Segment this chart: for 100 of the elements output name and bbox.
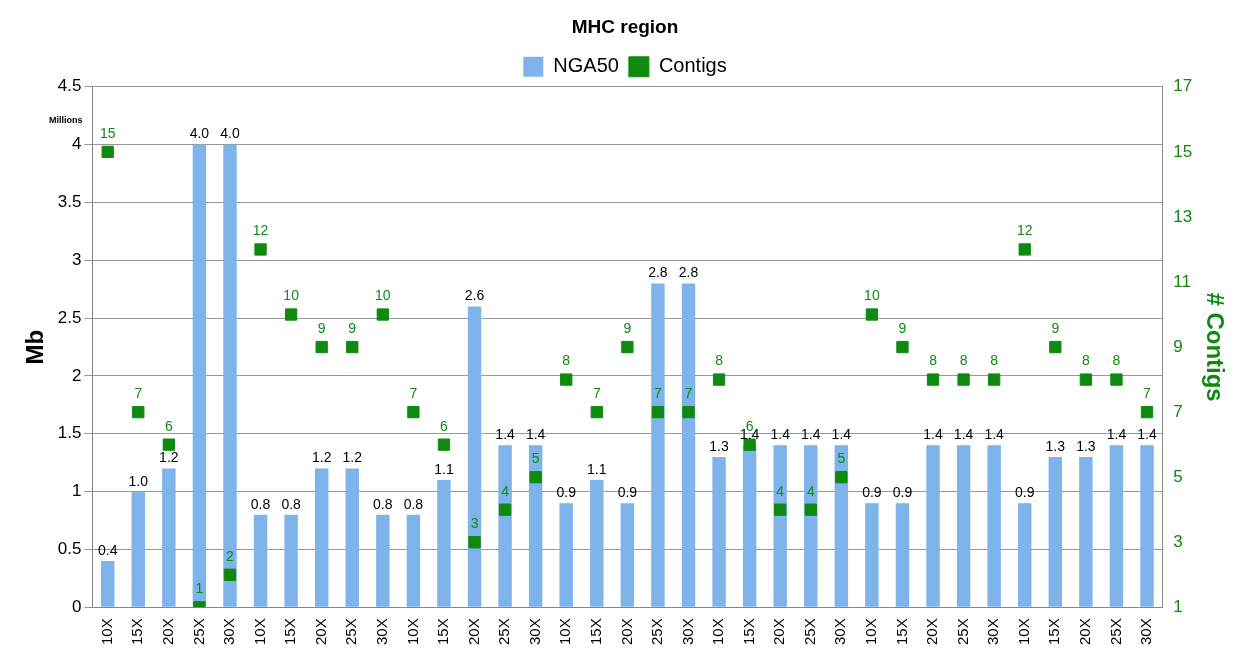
data-label: 9 — [317, 319, 326, 336]
x-tick-label: 15X — [739, 618, 757, 646]
bar — [1079, 456, 1093, 607]
x-tick-label: 30X — [831, 618, 849, 646]
data-label: 7 — [1143, 384, 1152, 401]
bar — [467, 306, 482, 607]
x-tick-label: 25X — [800, 618, 818, 646]
point — [346, 340, 359, 354]
bar — [1018, 503, 1032, 607]
data-label: 9 — [623, 319, 632, 336]
x-tick-label: 25X — [648, 618, 666, 646]
data-label: 9 — [348, 319, 357, 336]
data-label: 1.3 — [1045, 437, 1066, 454]
point — [1079, 373, 1093, 386]
data-label: 15 — [99, 124, 116, 141]
bar — [437, 480, 451, 607]
data-label: 7 — [409, 384, 418, 401]
y2-axis-title: # Contigs — [1201, 292, 1229, 402]
point — [865, 308, 879, 321]
data-label: 10 — [375, 287, 391, 304]
data-label: 8 — [929, 352, 938, 369]
point — [682, 405, 695, 419]
y-tick-label: 4.5 — [57, 76, 82, 96]
data-label: 1.1 — [434, 460, 454, 477]
data-label: 12 — [1016, 222, 1033, 239]
y-axis-title: Mb — [21, 329, 49, 365]
data-label: 3 — [470, 515, 479, 532]
x-tick-label: 30X — [525, 618, 543, 646]
data-label: 1.2 — [159, 449, 179, 466]
x-tick-label: 25X — [342, 618, 360, 646]
point — [101, 145, 114, 159]
y-tick-label: 4 — [71, 134, 82, 154]
x-tick-label: 20X — [158, 618, 176, 646]
data-label: 10 — [864, 287, 880, 304]
data-label: 9 — [898, 319, 907, 336]
bar — [834, 445, 849, 607]
data-label: 1.4 — [770, 426, 791, 443]
data-label: 2 — [226, 547, 235, 564]
x-tick-label: 15X — [128, 618, 146, 646]
point — [162, 438, 176, 451]
x-tick-label: 25X — [1106, 618, 1124, 646]
data-label: 1.4 — [984, 426, 1005, 443]
point — [529, 471, 542, 484]
x-tick-label: 20X — [617, 618, 635, 646]
y-tick-label: 3 — [71, 249, 82, 269]
data-label: 8 — [990, 352, 999, 369]
x-tick-label: 10X — [97, 618, 115, 646]
point — [498, 503, 512, 516]
data-label: 8 — [959, 352, 968, 369]
data-label: 1.4 — [1137, 426, 1157, 443]
data-label: 1.4 — [831, 426, 852, 443]
bar — [773, 445, 787, 607]
bar — [559, 503, 573, 607]
data-label: 1.4 — [953, 426, 974, 443]
data-label: 2.8 — [648, 264, 668, 281]
data-label: 7 — [134, 384, 143, 401]
data-label: 7 — [684, 384, 693, 401]
data-label: 6 — [440, 417, 449, 434]
data-label: 8 — [715, 352, 724, 369]
bar — [620, 503, 635, 607]
x-tick-label: 30X — [372, 618, 390, 646]
point — [651, 405, 665, 419]
y2-tick-label: 5 — [1173, 466, 1183, 486]
data-label: 1.2 — [342, 449, 363, 466]
bar — [131, 491, 146, 607]
data-label: 0.4 — [97, 541, 118, 558]
x-tick-label: 25X — [189, 618, 207, 646]
data-label: 1.4 — [525, 426, 546, 443]
point — [437, 438, 451, 451]
legend-label: NGA50 — [553, 54, 619, 77]
x-tick-label: 15X — [892, 618, 910, 646]
point — [804, 503, 817, 516]
x-tick-label: 10X — [709, 618, 727, 646]
bar — [895, 503, 910, 607]
point — [621, 340, 634, 354]
bar — [712, 456, 726, 607]
data-label: 5 — [531, 450, 540, 467]
data-label: 1.3 — [709, 437, 730, 454]
bar — [406, 514, 421, 607]
data-label: 1.1 — [587, 460, 607, 477]
y-tick-label: 0 — [71, 597, 82, 616]
x-tick-label: 15X — [281, 618, 299, 646]
data-label: 4.0 — [189, 125, 210, 142]
bar — [1109, 445, 1124, 607]
data-label: 4.0 — [220, 125, 240, 142]
bar — [681, 283, 696, 607]
y2-tick-label: 17 — [1173, 76, 1193, 96]
x-tick-label: 20X — [464, 618, 482, 646]
point — [132, 405, 145, 419]
data-label: 10 — [283, 287, 300, 304]
y-tick-label: 2 — [71, 365, 82, 385]
data-label: 9 — [1051, 319, 1060, 336]
point — [590, 405, 603, 419]
x-tick-label: 10X — [556, 618, 574, 646]
x-tick-label: 25X — [495, 618, 513, 646]
x-tick-label: 30X — [220, 618, 238, 646]
data-label: 6 — [164, 417, 173, 434]
x-tick-label: 30X — [1137, 618, 1155, 646]
bar — [865, 503, 879, 607]
data-label: 4 — [806, 482, 815, 499]
